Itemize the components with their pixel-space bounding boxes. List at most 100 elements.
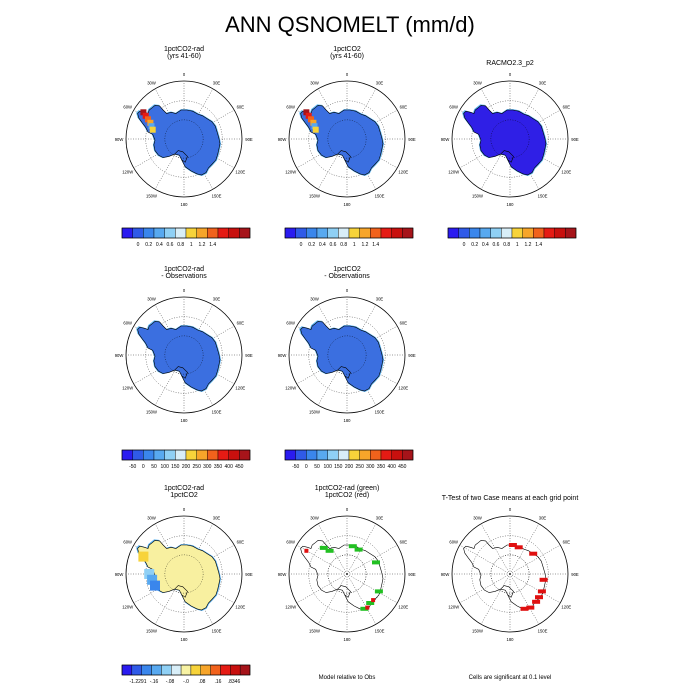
panel-title: 1pctCO2- Observations — [324, 266, 370, 280]
colorbar-swatch — [402, 449, 414, 461]
colorbar-frame — [284, 227, 414, 239]
colorbar-tick-label: 100 — [324, 464, 333, 470]
colorbar-swatch — [196, 449, 208, 461]
significant-cell — [539, 577, 548, 582]
colorbar: -50 0 50 100 150 200 250 300 350 400 450 — [121, 449, 251, 470]
meridian-line — [183, 354, 214, 406]
longitude-label: 0 — [346, 72, 349, 77]
meridian-line — [509, 88, 540, 140]
colorbar-swatch — [180, 664, 192, 676]
significant-cell — [514, 545, 523, 550]
meridian-line — [480, 88, 511, 140]
longitude-label: 90E — [408, 353, 416, 358]
antarctica-landmass — [300, 105, 384, 176]
longitude-label: 150E — [538, 193, 548, 198]
ice-shelf-line — [174, 366, 188, 379]
longitude-label: 0 — [183, 288, 186, 293]
longitude-label: 120W — [122, 170, 133, 175]
colorbar-swatch — [458, 227, 470, 239]
colorbar-tick-label: 0 — [300, 242, 303, 248]
longitude-label: 120E — [561, 170, 571, 175]
longitude-label: 60E — [400, 540, 408, 545]
longitude-label: 150W — [472, 193, 483, 198]
colorbar-swatch — [121, 227, 133, 239]
meridian-line — [296, 138, 348, 169]
meridian-line — [509, 544, 561, 575]
colorbar-swatch — [185, 227, 197, 239]
panel-caption: Model relative to Obs — [318, 675, 376, 681]
meridian-line — [346, 325, 398, 356]
longitude-label: 30W — [310, 297, 319, 302]
panel-t-test: T-Test of two Case means at each grid po… — [435, 485, 585, 695]
meridian-line — [509, 573, 561, 604]
colorbar-tick-label: -1.2291 — [130, 679, 147, 685]
longitude-label: 0 — [183, 72, 186, 77]
longitude-label: 120E — [398, 170, 408, 175]
significant-cell — [520, 606, 529, 611]
longitude-label: 60E — [237, 540, 245, 545]
colorbar-swatch — [228, 449, 240, 461]
colorbar-swatch — [391, 227, 403, 239]
colorbar-tick-label: 0 — [463, 242, 466, 248]
longitude-label: 150W — [146, 409, 157, 414]
colorbar-tick-label: 150 — [334, 464, 343, 470]
inner-latitude-circle — [327, 554, 367, 594]
colorbar-swatch — [370, 227, 382, 239]
longitude-label: 90W — [441, 137, 450, 142]
colorbar-tick-label: 0.2 — [308, 242, 315, 248]
meridian-line — [346, 88, 377, 140]
colorbar-swatch — [228, 227, 240, 239]
colorbar-tick-label: 0.8 — [177, 242, 184, 248]
longitude-label: 150W — [472, 628, 483, 633]
colorbar-swatch — [284, 227, 296, 239]
colorbar-swatch — [306, 449, 318, 461]
panel-title: 1pctCO2-rad 1pctCO2 — [163, 485, 205, 499]
colorbar-tick-label: .16 — [215, 679, 222, 685]
colorbar-tick-label: 1.4 — [209, 242, 216, 248]
significant-cell-green — [319, 545, 328, 550]
colorbar: -1.2291 -.16 -.08 -.0 .08 .16 .8346 — [121, 664, 251, 685]
longitude-label: 60W — [123, 540, 132, 545]
longitude-label: 30E — [376, 516, 384, 521]
colorbar-tick-label: 350 — [214, 464, 223, 470]
panel-1pctco2-minus-obs: 1pctCO2- Observations 0 30E 60E 90E 120E 150E… — [272, 266, 422, 476]
colorbar-swatch — [210, 664, 221, 676]
colorbar-swatch — [164, 227, 176, 239]
longitude-label: 120E — [235, 170, 245, 175]
longitude-label: 60W — [286, 540, 295, 545]
meridian-line — [480, 523, 511, 575]
longitude-label: 150E — [212, 628, 222, 633]
meridian-line — [346, 573, 398, 604]
colorbar-swatch — [490, 227, 502, 239]
colorbar-frame — [284, 449, 414, 461]
longitude-label: 0 — [346, 288, 349, 293]
colorbar-tick-label: .08 — [199, 679, 206, 685]
meridian-line — [183, 573, 214, 625]
longitude-label: 90W — [441, 572, 450, 577]
meridian-line — [154, 354, 185, 406]
longitude-label: 30E — [376, 81, 384, 86]
meridian-line — [317, 88, 348, 140]
longitude-label: 120W — [448, 605, 459, 610]
colorbar-tick-label: 0 — [137, 242, 140, 248]
longitude-label: 60E — [563, 540, 571, 545]
colorbar-swatch — [121, 664, 133, 676]
meridian-line — [317, 138, 348, 190]
ice-shelf-line — [337, 366, 351, 379]
polar-map: 0 30E 60E 90E 120E 150E 180 150W 120W 90W 60W 30W — [115, 72, 253, 207]
colorbar-swatch — [327, 227, 339, 239]
meridian-line — [509, 573, 540, 625]
peninsula-melt-cell — [310, 119, 317, 126]
colorbar-swatch — [239, 664, 251, 676]
polar-map: 0 30E 60E 90E 120E 150E 180 150W 120W 90W 60W 30W — [278, 507, 416, 642]
colorbar-swatch — [511, 227, 523, 239]
colorbar-swatch — [565, 227, 577, 239]
significant-cell — [529, 551, 538, 556]
longitude-label: 0 — [509, 507, 512, 512]
longitude-label: 60E — [400, 321, 408, 326]
meridian-line — [154, 573, 185, 625]
colorbar-swatch — [327, 449, 339, 461]
meridian-line — [154, 523, 185, 575]
polar-map: 0 30E 60E 90E 120E 150E 180 150W 120W 90W 60W 30W — [441, 507, 579, 642]
colorbar-tick-label: 350 — [377, 464, 386, 470]
